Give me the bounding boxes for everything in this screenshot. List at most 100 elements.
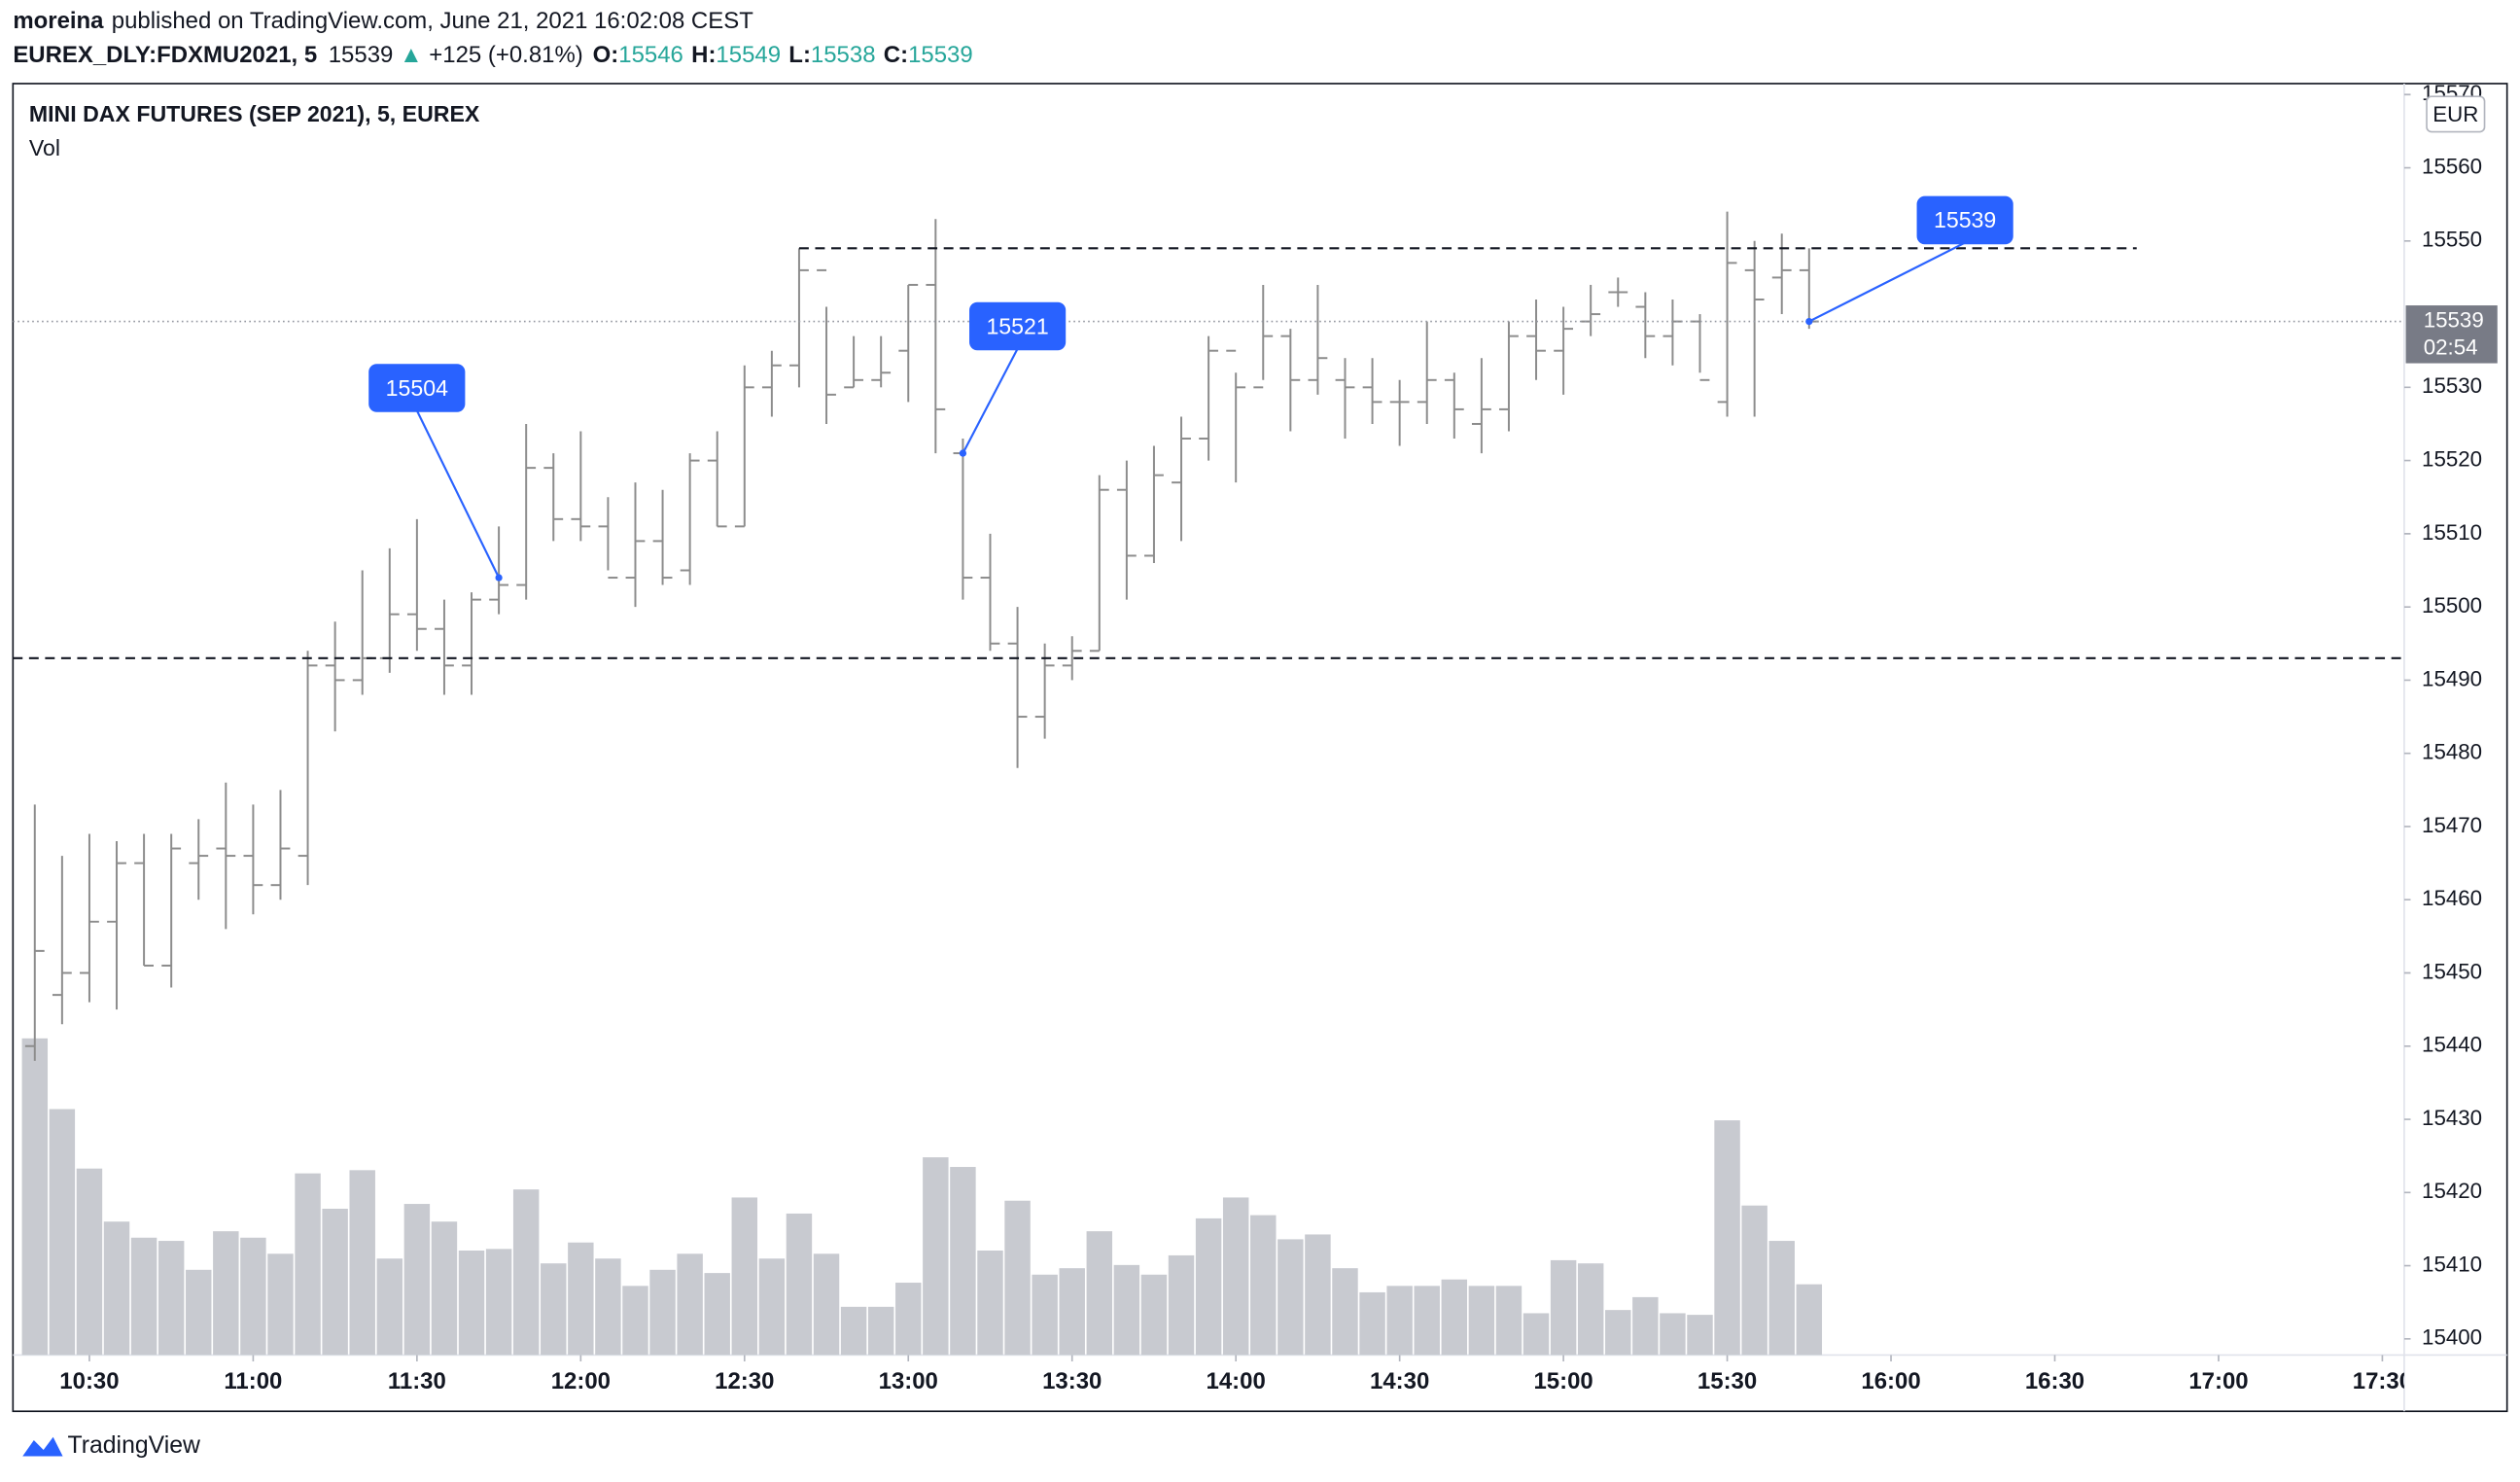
volume-bar xyxy=(649,1269,676,1356)
volume-bar xyxy=(1632,1296,1659,1356)
volume-bar xyxy=(1768,1241,1795,1356)
volume-bar xyxy=(431,1221,458,1356)
volume-bar xyxy=(1550,1259,1577,1356)
volume-bar xyxy=(103,1221,130,1356)
volume-bar xyxy=(977,1250,1003,1356)
countdown: 02:54 xyxy=(2424,335,2478,360)
volume-bar xyxy=(813,1253,840,1356)
ohlc-value: 15546 xyxy=(618,42,683,68)
volume-bar xyxy=(1522,1313,1550,1356)
volume-bar xyxy=(1386,1286,1413,1356)
ohlc-value: 15538 xyxy=(811,42,876,68)
currency[interactable]: EUR xyxy=(2432,102,2478,126)
volume-bar xyxy=(1250,1215,1277,1356)
volume-bar xyxy=(786,1213,813,1356)
author: moreina xyxy=(13,8,104,34)
volume-bar xyxy=(1004,1200,1031,1356)
x-tick-label: 13:30 xyxy=(1042,1368,1102,1394)
volume-bar xyxy=(1222,1197,1249,1356)
x-tick-label: 13:00 xyxy=(879,1368,938,1394)
volume-bar xyxy=(1140,1274,1168,1356)
volume-bar xyxy=(1059,1268,1085,1356)
x-tick-label: 10:30 xyxy=(59,1368,119,1394)
callout-box xyxy=(1916,195,2013,245)
volume-bar xyxy=(1495,1286,1522,1356)
y-tick-label: 15460 xyxy=(2422,886,2482,910)
volume-bar xyxy=(186,1269,212,1356)
volume-bar xyxy=(1195,1217,1222,1356)
volume-label: Vol xyxy=(29,135,60,160)
y-tick-label: 15480 xyxy=(2422,740,2482,764)
footer-brand: TradingView xyxy=(68,1432,200,1459)
last-price-label: 15539 xyxy=(2424,307,2484,332)
y-tick-label: 15560 xyxy=(2422,154,2482,178)
volume-bar xyxy=(923,1157,949,1356)
up-arrow: ▲ xyxy=(400,42,423,68)
volume-bar xyxy=(76,1168,103,1356)
x-tick-label: 17:00 xyxy=(2188,1368,2248,1394)
callout-point xyxy=(1805,317,1813,326)
price-scale: 15400 15410 15420 15430 15440 15450 15460 15470… xyxy=(2403,84,2482,1350)
x-tick-label: 15:00 xyxy=(1533,1368,1592,1394)
volume-bar xyxy=(568,1242,594,1356)
callout-point xyxy=(959,449,967,457)
ohlc-value: 15549 xyxy=(716,42,781,68)
y-tick-label: 15440 xyxy=(2422,1033,2482,1057)
volume-bar xyxy=(403,1204,431,1356)
y-tick-label: 15520 xyxy=(2422,446,2482,471)
y-tick-label: 15450 xyxy=(2422,959,2482,983)
volume-bar xyxy=(541,1263,567,1356)
x-tick-label: 15:30 xyxy=(1698,1368,1757,1394)
x-tick-label: 12:00 xyxy=(551,1368,611,1394)
volume-bar xyxy=(867,1306,894,1356)
y-tick-label: 15430 xyxy=(2422,1106,2482,1130)
callout-line xyxy=(962,348,1019,454)
y-tick-label: 15420 xyxy=(2422,1179,2482,1203)
volume-bar xyxy=(1605,1310,1631,1356)
x-tick-label: 14:30 xyxy=(1370,1368,1429,1394)
volume-bar xyxy=(458,1250,485,1356)
volume-bar xyxy=(622,1286,648,1356)
volume-bar xyxy=(1332,1268,1358,1356)
currency-box[interactable] xyxy=(2426,95,2486,133)
volume-bar xyxy=(677,1253,703,1356)
y-tick-label: 15500 xyxy=(2422,593,2482,618)
y-tick-label: 15410 xyxy=(2422,1252,2482,1276)
volume-bar xyxy=(1687,1315,1713,1356)
symbol-line: EUREX_DLY:FDXMU2021, 5 15539 ▲ +125 (+0.81%… xyxy=(13,42,972,68)
volume-bar xyxy=(322,1209,348,1356)
header-line: moreina published on TradingView.com, Jun… xyxy=(13,8,753,34)
last: 15539 xyxy=(329,42,394,68)
callout-box xyxy=(969,301,1067,351)
ohlc-label: H: xyxy=(691,42,716,68)
y-tick-label: 15400 xyxy=(2422,1325,2482,1350)
plot-area xyxy=(13,211,2404,1356)
ohlc-value: 15539 xyxy=(908,42,973,68)
volume-bar xyxy=(267,1253,294,1356)
x-tick-label: 11:30 xyxy=(388,1368,446,1394)
volume-bar xyxy=(1714,1120,1740,1356)
y-tick-label: 15470 xyxy=(2422,813,2482,837)
volume-bar xyxy=(158,1241,185,1356)
x-tick-label: 17:30 xyxy=(2353,1368,2412,1394)
volume-bar xyxy=(1305,1234,1331,1356)
volume-bar xyxy=(895,1283,922,1356)
volume-bar xyxy=(512,1189,540,1356)
volume-bar xyxy=(213,1231,239,1356)
chart-frame xyxy=(12,83,2508,1413)
volume-bar xyxy=(1086,1231,1113,1356)
volume-bar xyxy=(1032,1274,1058,1356)
y-tick-label: 15490 xyxy=(2422,666,2482,690)
volume-bar xyxy=(1468,1286,1495,1356)
volume-bar xyxy=(1577,1263,1604,1356)
volume-bar xyxy=(1278,1239,1304,1356)
volume-bar xyxy=(1660,1313,1686,1356)
volume-bar xyxy=(1796,1284,1823,1356)
volume-bar xyxy=(1168,1254,1195,1356)
volume-bar xyxy=(1414,1286,1440,1356)
ohlc-label: O: xyxy=(593,42,619,68)
callout-label: 15504 xyxy=(386,375,448,401)
volume-bar xyxy=(130,1237,158,1356)
time-axis: 10:30 11:00 11:30 12:00 12:30 13:00 13:30 14:00… xyxy=(59,1355,2412,1394)
